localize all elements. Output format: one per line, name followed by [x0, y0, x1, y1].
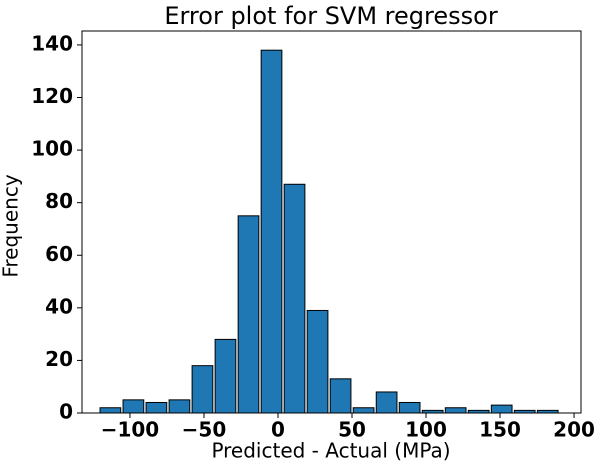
- x-tick-label: 100: [405, 418, 447, 442]
- y-tick-label: 140: [31, 31, 73, 55]
- bar: [329, 378, 352, 414]
- x-tick-label: 0: [271, 418, 285, 442]
- bar: [490, 404, 513, 414]
- bar: [444, 407, 467, 414]
- x-tick-label: 150: [479, 418, 521, 442]
- y-tick-label: 80: [45, 189, 73, 213]
- y-tick-label: 100: [31, 137, 73, 161]
- bar: [352, 407, 375, 414]
- x-axis-label: Predicted - Actual (MPa): [211, 439, 450, 463]
- bar: [168, 399, 191, 414]
- bar: [306, 309, 329, 414]
- x-tick-label: 200: [553, 418, 595, 442]
- y-tick-label: 40: [45, 294, 73, 318]
- y-tick-label: 60: [45, 242, 73, 266]
- bar: [191, 365, 214, 414]
- x-tick-label: −100: [101, 418, 160, 442]
- x-tick-label: −50: [182, 418, 227, 442]
- bar: [214, 338, 237, 414]
- y-tick-label: 0: [59, 400, 73, 424]
- bar: [283, 183, 306, 414]
- bar: [260, 49, 283, 414]
- x-tick-label: 50: [338, 418, 366, 442]
- bar: [122, 399, 145, 414]
- y-axis-label: Frequency: [0, 174, 23, 277]
- plot-frame: [81, 30, 582, 414]
- y-tick-label: 20: [45, 347, 73, 371]
- bar: [375, 391, 398, 414]
- bar: [398, 401, 421, 414]
- y-tick-label: 120: [31, 84, 73, 108]
- bar: [145, 401, 168, 414]
- bar: [99, 407, 122, 414]
- chart-title: Error plot for SVM regressor: [164, 2, 498, 30]
- bar: [237, 215, 260, 414]
